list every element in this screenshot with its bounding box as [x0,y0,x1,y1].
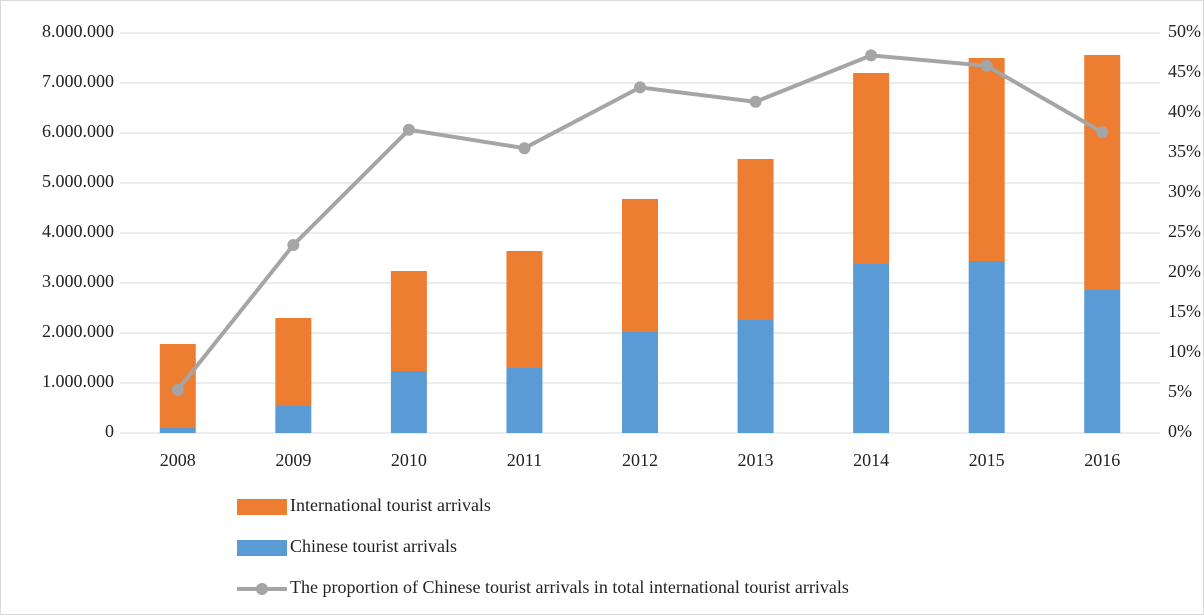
bar [853,264,890,433]
legend-label: International tourist arrivals [290,495,491,515]
y-tick-label: 2.000.000 [42,321,114,341]
y2-tick-label: 0% [1168,421,1192,441]
bar [853,73,890,264]
x-tick-label: 2015 [969,450,1005,470]
y2-tick-label: 50% [1168,21,1201,41]
x-tick-label: 2010 [391,450,427,470]
bar [275,318,312,406]
bar [275,406,312,433]
line-point [402,123,415,136]
bar [1084,290,1121,433]
y-tick-label: 6.000.000 [42,121,114,141]
legend-label: The proportion of Chinese tourist arriva… [290,577,849,597]
bar [506,368,543,433]
x-tick-label: 2011 [507,450,542,470]
bar [622,332,658,433]
y-tick-label: 8.000.000 [42,21,114,41]
legend-swatch [256,583,268,595]
bar [968,261,1005,433]
y-tick-label: 5.000.000 [42,171,114,191]
line-point [865,49,878,62]
y2-tick-label: 15% [1168,301,1201,321]
x-tick-label: 2014 [853,450,889,470]
line-point [749,95,762,108]
y2-tick-label: 35% [1168,141,1201,161]
legend-swatch [237,499,287,515]
bar [1084,55,1121,290]
y2-tick-label: 20% [1168,261,1201,281]
x-tick-label: 2008 [160,450,196,470]
bar [737,320,774,433]
y2-tick-label: 40% [1168,101,1201,121]
y2-tick-label: 5% [1168,381,1192,401]
legend-label: Chinese tourist arrivals [290,536,457,556]
line-point [287,239,300,251]
y2-tick-label: 45% [1168,61,1201,81]
x-tick-label: 2013 [738,450,774,470]
y-tick-label: 0 [105,421,114,441]
bar [390,371,427,433]
bar [622,199,658,332]
bar [390,271,427,371]
bar [159,428,196,433]
line-point [1096,126,1109,139]
y2-tick-label: 30% [1168,181,1201,201]
line-point [634,81,646,94]
bar [506,251,543,368]
line-point [980,59,993,72]
y-tick-label: 7.000.000 [42,71,114,91]
y2-tick-label: 25% [1168,221,1201,241]
y2-tick-label: 10% [1168,341,1201,361]
line-point [518,142,531,155]
bar [968,58,1005,261]
x-tick-label: 2012 [622,450,658,470]
x-tick-label: 2016 [1084,450,1120,470]
y-tick-label: 4.000.000 [42,221,114,241]
legend-swatch [237,540,287,556]
y-tick-label: 3.000.000 [42,271,114,291]
y-tick-label: 1.000.000 [42,371,114,391]
line-point [171,383,184,396]
bar [737,159,774,320]
x-tick-label: 2009 [275,450,311,470]
